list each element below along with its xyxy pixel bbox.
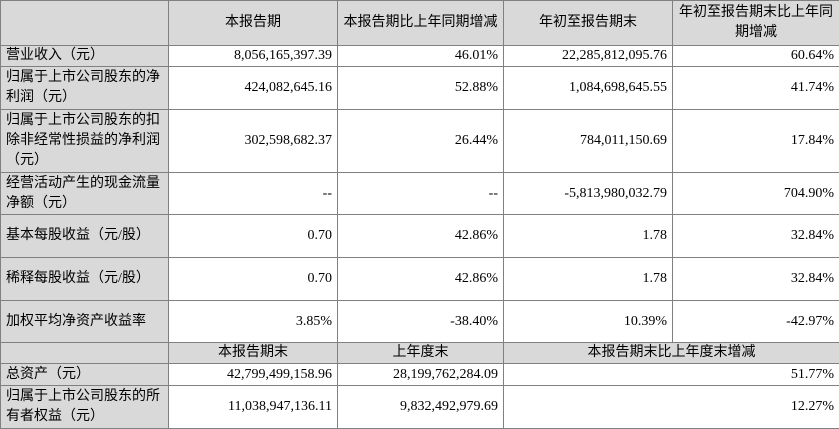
- header-cell: [1, 343, 169, 364]
- value-cell: 17.84%: [673, 110, 839, 173]
- row-label: 基本每股收益（元/股）: [1, 215, 169, 258]
- header-cell: 本报告期末比上年度末增减: [504, 343, 839, 364]
- header-cell: 上年度末: [338, 343, 504, 364]
- row-label: 营业收入（元）: [1, 46, 169, 67]
- value-cell: 46.01%: [338, 46, 504, 67]
- value-cell: 9,832,492,979.69: [338, 386, 504, 429]
- sub-header-row: 本报告期末上年度末本报告期末比上年度末增减: [1, 343, 839, 364]
- value-cell: 302,598,682.37: [169, 110, 338, 173]
- header-cell: 本报告期比上年同期增减: [338, 1, 504, 46]
- value-cell: 0.70: [169, 258, 338, 301]
- value-cell: 41.74%: [673, 67, 839, 110]
- value-cell: 11,038,947,136.11: [169, 386, 338, 429]
- header-cell: 本报告期末: [169, 343, 338, 364]
- value-cell: 32.84%: [673, 215, 839, 258]
- header-cell: 年初至报告期末比上年同期增减: [673, 1, 839, 46]
- value-cell: 704.90%: [673, 173, 839, 215]
- value-cell: 424,082,645.16: [169, 67, 338, 110]
- value-cell: 0.70: [169, 215, 338, 258]
- row-label: 经营活动产生的现金流量净额（元）: [1, 173, 169, 215]
- row-label: 总资产（元）: [1, 364, 169, 386]
- value-cell: 1,084,698,645.55: [504, 67, 673, 110]
- row-label: 加权平均净资产收益率: [1, 301, 169, 343]
- value-cell: 1.78: [504, 215, 673, 258]
- value-cell: 28,199,762,284.09: [338, 364, 504, 386]
- header-cell: 本报告期: [169, 1, 338, 46]
- value-cell: 3.85%: [169, 301, 338, 343]
- value-cell: 26.44%: [338, 110, 504, 173]
- row-label: 稀释每股收益（元/股）: [1, 258, 169, 301]
- header-cell: [1, 1, 169, 46]
- value-cell: 42,799,499,158.96: [169, 364, 338, 386]
- value-cell: --: [338, 173, 504, 215]
- value-cell: -5,813,980,032.79: [504, 173, 673, 215]
- value-cell: 1.78: [504, 258, 673, 301]
- value-cell: 784,011,150.69: [504, 110, 673, 173]
- value-cell: 32.84%: [673, 258, 839, 301]
- value-cell: 12.27%: [504, 386, 839, 429]
- value-cell: 8,056,165,397.39: [169, 46, 338, 67]
- value-cell: 42.86%: [338, 215, 504, 258]
- value-cell: 51.77%: [504, 364, 839, 386]
- header-cell: 年初至报告期末: [504, 1, 673, 46]
- value-cell: 60.64%: [673, 46, 839, 67]
- header-row: 本报告期本报告期比上年同期增减年初至报告期末年初至报告期末比上年同期增减: [1, 1, 839, 46]
- row-label: 归属于上市公司股东的所有者权益（元）: [1, 386, 169, 429]
- row-label: 归属于上市公司股东的净利润（元）: [1, 67, 169, 110]
- value-cell: -38.40%: [338, 301, 504, 343]
- row-label: 归属于上市公司股东的扣除非经常性损益的净利润（元）: [1, 110, 169, 173]
- value-cell: --: [169, 173, 338, 215]
- value-cell: -42.97%: [673, 301, 839, 343]
- value-cell: 52.88%: [338, 67, 504, 110]
- value-cell: 10.39%: [504, 301, 673, 343]
- value-cell: 42.86%: [338, 258, 504, 301]
- value-cell: 22,285,812,095.76: [504, 46, 673, 67]
